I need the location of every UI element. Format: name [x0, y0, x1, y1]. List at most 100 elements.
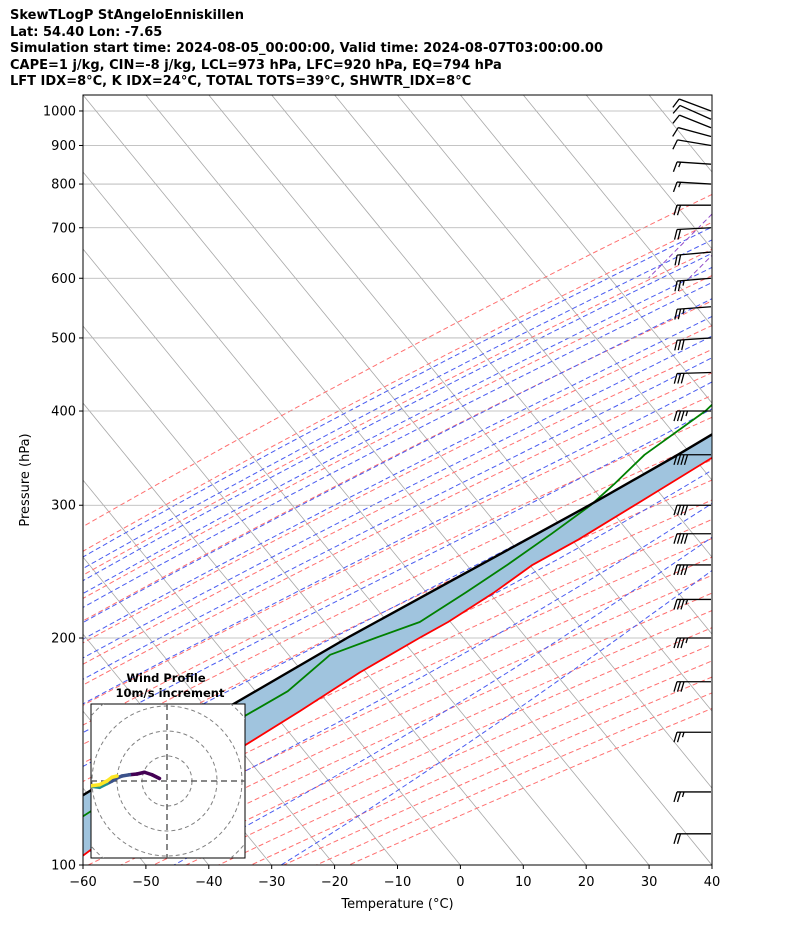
- dry-adiabat: [185, 627, 712, 865]
- dewpoint-line: [83, 403, 712, 818]
- dry-adiabat: [83, 499, 712, 801]
- hodograph-segment: [67, 784, 72, 785]
- dry-adiabat: [250, 660, 712, 865]
- barb-half-flag: [685, 410, 689, 417]
- dry-adiabat: [83, 537, 712, 835]
- barb-flag: [683, 564, 689, 576]
- mixing-ratio-line: [647, 213, 712, 279]
- wind-barb: [674, 251, 712, 266]
- pressure-gridlines: [83, 110, 712, 865]
- chart-location: Lat: 54.40 Lon: -7.65: [10, 24, 163, 40]
- barb-flag: [674, 280, 678, 292]
- moist-adiabat: [83, 239, 712, 570]
- isotherm: [711, 95, 712, 96]
- wind-barb: [672, 126, 712, 138]
- barb-shaft: [677, 277, 712, 282]
- isotherm: [83, 479, 398, 865]
- barb-shaft: [676, 371, 712, 375]
- barb-half-flag: [678, 161, 682, 168]
- barb-flag: [677, 280, 682, 292]
- barb-flag: [681, 339, 685, 351]
- barb-flag: [672, 181, 678, 193]
- barb-flag: [680, 373, 685, 384]
- wind-barb: [672, 98, 712, 112]
- barb-flag: [677, 339, 682, 351]
- barb-flag: [673, 833, 678, 844]
- dry-adiabat: [83, 300, 712, 622]
- y-tick-label: 900: [51, 139, 76, 154]
- barb-shaft: [677, 181, 712, 185]
- wind-barb: [672, 161, 712, 172]
- barb-shaft: [677, 227, 712, 231]
- moist-adiabat: [83, 226, 712, 558]
- x-tick-label: 20: [578, 875, 595, 890]
- wind-barb: [672, 139, 712, 150]
- dry-adiabat: [83, 248, 712, 576]
- dry-adiabat: [83, 518, 712, 818]
- barb-flag: [676, 833, 682, 844]
- inset-subtitle: 10m/s increment: [116, 686, 225, 700]
- dry-adiabat: [348, 707, 712, 865]
- barb-flag: [677, 308, 682, 320]
- mixing-ratio-line: [688, 254, 712, 279]
- dry-adiabat: [153, 610, 712, 865]
- barb-shaft: [679, 104, 712, 120]
- dry-adiabat: [83, 416, 712, 726]
- moist-adiabat: [83, 502, 712, 856]
- barb-flag: [676, 599, 682, 610]
- wind-barb: [672, 181, 712, 193]
- y-tick-label: 200: [51, 632, 76, 647]
- barb-flag: [673, 599, 678, 610]
- barb-shaft: [679, 114, 712, 129]
- barb-flag: [680, 410, 685, 422]
- isotherm: [522, 95, 712, 327]
- barb-flag: [672, 161, 678, 172]
- barb-half-flag: [685, 599, 689, 605]
- barb-flag: [676, 410, 682, 422]
- hodograph-segment: [75, 781, 83, 784]
- wind-barb: [674, 306, 712, 320]
- barb-half-flag: [685, 637, 689, 644]
- wind-barb: [673, 204, 711, 216]
- barb-flag: [673, 732, 678, 743]
- isotherm: [83, 325, 524, 865]
- barb-half-flag: [678, 182, 682, 188]
- wind-barb: [673, 681, 711, 692]
- moist-adiabat: [83, 437, 712, 767]
- moist-adiabat: [83, 252, 712, 582]
- chart-title-block: SkewTLogP StAngeloEnniskillen Lat: 54.40…: [10, 8, 603, 91]
- barb-flag: [680, 599, 685, 610]
- wind-barb: [673, 833, 711, 844]
- wind-barb: [673, 791, 711, 803]
- isotherm: [460, 95, 712, 404]
- temperature-line: [83, 456, 712, 857]
- barb-flag: [674, 254, 678, 266]
- barb-flag: [677, 229, 682, 240]
- dry-adiabat: [83, 372, 712, 686]
- x-tick-label: −60: [69, 875, 96, 890]
- x-axis-label: Temperature (°C): [340, 897, 453, 912]
- wind-barb: [673, 410, 711, 422]
- barb-shaft: [678, 126, 712, 138]
- barb-flag: [680, 564, 685, 576]
- barb-flag: [673, 229, 678, 240]
- wind-barb: [673, 371, 712, 384]
- barb-shaft: [677, 161, 712, 165]
- barb-flag: [674, 340, 678, 351]
- moist-adiabat: [83, 357, 712, 680]
- barb-flag: [674, 309, 678, 320]
- y-tick-label: 600: [51, 272, 76, 287]
- wind-barb: [673, 564, 711, 576]
- barb-flag: [680, 505, 685, 516]
- barb-flag: [672, 114, 680, 124]
- isotherm: [208, 95, 712, 712]
- moist-adiabat: [173, 536, 712, 865]
- x-tick-label: 10: [515, 875, 532, 890]
- isotherm: [83, 171, 650, 865]
- mixing-ratio-line: [733, 95, 794, 278]
- barb-flag: [676, 564, 682, 576]
- dry-adiabat: [218, 643, 712, 865]
- moist-adiabat: [83, 315, 712, 640]
- inset-rings: [91, 704, 245, 858]
- barb-flag: [673, 454, 678, 465]
